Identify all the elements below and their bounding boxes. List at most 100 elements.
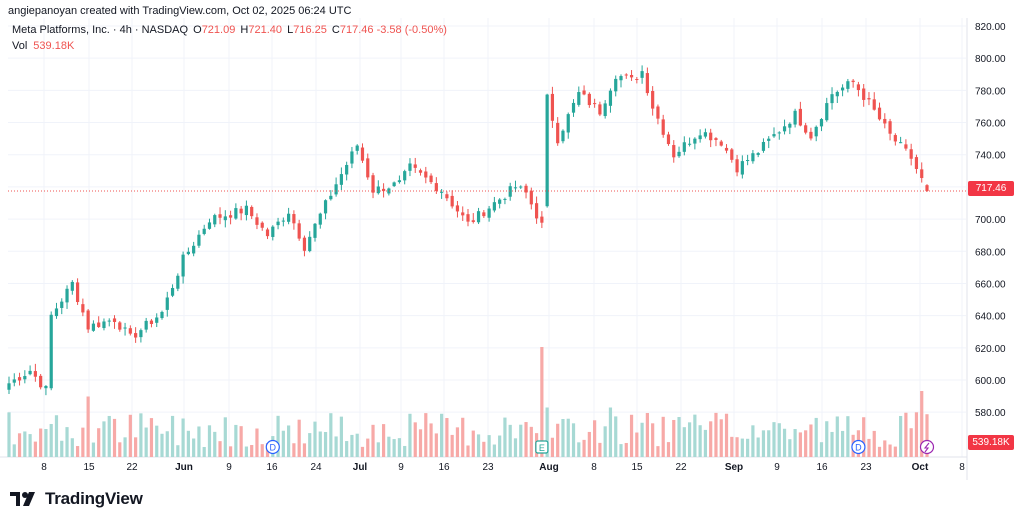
chart-credit: angiepanoyan created with TradingView.co… — [8, 5, 352, 17]
candle-body — [381, 188, 386, 192]
candle-body — [925, 185, 929, 191]
volume-bar — [102, 421, 106, 457]
price-axis-label: 740.00 — [975, 151, 1006, 162]
candle-body — [413, 164, 417, 168]
volume-bar — [170, 415, 175, 457]
volume-bar — [746, 438, 750, 457]
volume-bar — [672, 419, 676, 457]
candle-body — [323, 200, 328, 214]
candle-body — [186, 251, 190, 255]
candle-body — [503, 198, 507, 200]
price-axis-label: 820.00 — [975, 22, 1006, 33]
candle-body — [920, 169, 924, 179]
volume-bar — [529, 426, 533, 457]
candle-body — [761, 141, 766, 151]
volume-bar — [545, 407, 549, 457]
volume-bar — [661, 416, 665, 457]
candle-body — [724, 147, 729, 151]
volume-bar — [134, 437, 138, 457]
price-axis-label: 680.00 — [975, 247, 1006, 258]
candle-body — [440, 191, 444, 193]
tradingview-logo[interactable]: TradingView — [10, 489, 143, 509]
candle-body — [571, 102, 576, 113]
volume-bar — [730, 436, 734, 457]
volume-bar — [440, 413, 444, 457]
volume-bar — [112, 418, 117, 457]
candle-body — [651, 91, 655, 109]
time-axis-label: 16 — [816, 462, 828, 473]
volume-bar — [709, 421, 713, 457]
candle-body — [181, 254, 185, 277]
volume-bar — [144, 427, 148, 457]
time-axis-label: 22 — [126, 462, 138, 473]
candle-body — [846, 81, 850, 89]
volume-bar — [276, 415, 280, 457]
price-axis-label: 580.00 — [975, 408, 1006, 419]
low-label: L — [287, 24, 294, 36]
price-axis-label: 760.00 — [975, 119, 1006, 130]
earnings-marker — [535, 440, 549, 454]
volume-bar — [118, 442, 122, 457]
candle-body — [561, 130, 565, 142]
volume-bar — [355, 433, 359, 457]
volume-bar — [239, 426, 243, 457]
candle-body — [271, 226, 275, 237]
volume-bar — [86, 396, 90, 457]
candle-body — [218, 214, 222, 218]
volume-label: Vol — [12, 40, 28, 52]
earnings-marker-label: E — [539, 443, 545, 453]
dividend-marker-label: D — [270, 443, 277, 453]
volume-bar — [192, 438, 196, 457]
candle-body — [682, 142, 686, 152]
candle-body — [577, 92, 581, 105]
candle-body — [302, 237, 307, 251]
candle-body — [804, 125, 808, 133]
volume-bar — [666, 442, 671, 457]
candle-body — [619, 76, 623, 81]
candle-body — [91, 323, 96, 331]
candle-body — [513, 187, 518, 189]
candle-body — [798, 108, 802, 126]
candle-body — [883, 118, 887, 124]
volume-bar — [434, 433, 438, 457]
volume-bar — [571, 423, 576, 457]
candle-body — [70, 281, 74, 291]
candle-body — [65, 288, 69, 303]
volume-bar — [540, 347, 544, 457]
candle-body — [756, 153, 760, 155]
candle-body — [176, 275, 180, 289]
candle-body — [566, 114, 570, 133]
volume-bar — [149, 418, 154, 457]
volume-bar — [155, 425, 159, 457]
candle-body — [134, 333, 138, 338]
candle-body — [7, 383, 11, 390]
high-label: H — [240, 24, 249, 36]
volume-bar — [814, 417, 818, 457]
candle-body — [677, 151, 681, 157]
candle-body — [529, 190, 533, 205]
candle-body — [160, 311, 164, 319]
time-axis-label: 9 — [774, 462, 780, 473]
volume-bar — [181, 418, 185, 457]
candle-body — [244, 205, 249, 216]
candle-body — [540, 216, 544, 223]
candle-body — [313, 223, 317, 238]
volume-bar — [360, 446, 365, 457]
candle-body — [719, 141, 723, 146]
volume-bar — [308, 433, 312, 457]
volume-tag: 539.18K — [968, 435, 1014, 450]
candle-body — [703, 132, 708, 137]
volume-bar — [640, 422, 644, 457]
time-axis-label: 22 — [675, 462, 687, 473]
time-axis-label: Jul — [353, 462, 368, 473]
volume-bar — [297, 419, 301, 457]
volume-bar — [904, 412, 908, 457]
volume-bar — [160, 433, 164, 457]
volume-bar — [329, 413, 333, 457]
candle-body — [149, 320, 154, 325]
tradingview-brand: TradingView — [45, 489, 143, 508]
volume-bar — [313, 421, 317, 457]
volume-bar — [925, 414, 929, 457]
candle-body — [450, 195, 454, 207]
